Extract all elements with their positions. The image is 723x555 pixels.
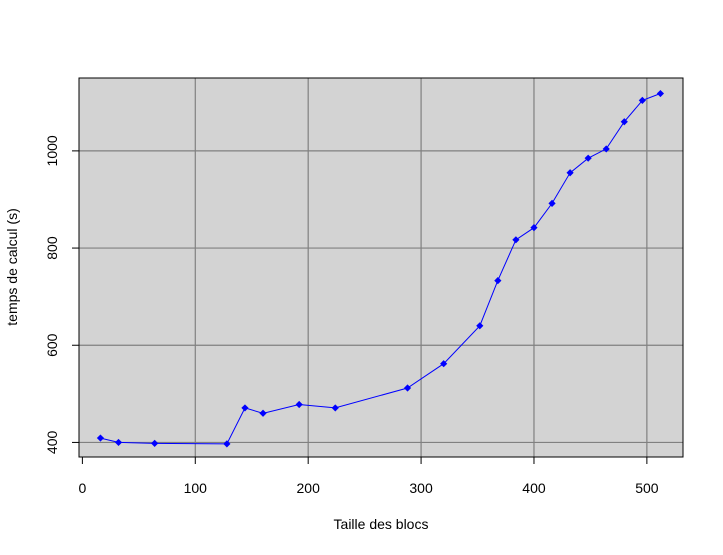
- y-tick-label-800: 800: [44, 236, 60, 260]
- y-tick-label-600: 600: [44, 333, 60, 357]
- data-point-368: [494, 277, 502, 285]
- data-point-144: [241, 404, 249, 412]
- axes: 0 100 200 300 400 500 400 600 800 1000: [44, 135, 659, 496]
- series-layer: [96, 89, 665, 448]
- y-tick-label-1000: 1000: [44, 135, 60, 166]
- x-tick-label-0: 0: [78, 480, 86, 496]
- x-tick-label-300: 300: [409, 480, 433, 496]
- y-tick-label-400: 400: [44, 431, 60, 455]
- data-point-16: [96, 434, 105, 442]
- plot-frame: [78, 77, 684, 458]
- x-tick-label-500: 500: [635, 480, 659, 496]
- x-tick-label-200: 200: [297, 480, 321, 496]
- plot-panel: [79, 78, 683, 457]
- data-point-400: [530, 224, 538, 232]
- x-axis-title: Taille des blocs: [334, 516, 429, 532]
- data-point-192: [295, 400, 303, 409]
- y-axis-title: temps de calcul (s): [4, 208, 20, 325]
- data-point-480: [620, 118, 628, 126]
- data-point-288: [403, 384, 412, 392]
- data-point-224: [331, 404, 339, 412]
- x-tick-label-400: 400: [522, 480, 546, 496]
- x-tick-label-100: 100: [184, 480, 208, 496]
- grid: [79, 78, 683, 457]
- data-point-512: [656, 89, 665, 98]
- data-point-496: [638, 96, 646, 104]
- data-point-352: [476, 322, 484, 330]
- data-point-416: [548, 199, 556, 207]
- data-point-464: [602, 145, 610, 153]
- data-point-160: [259, 409, 267, 417]
- data-point-128: [223, 440, 231, 448]
- data-point-384: [512, 236, 520, 244]
- data-point-432: [566, 169, 574, 177]
- data-point-448: [584, 154, 592, 162]
- data-point-320: [440, 360, 448, 368]
- data-point-64: [151, 439, 159, 447]
- data-point-32: [114, 438, 123, 447]
